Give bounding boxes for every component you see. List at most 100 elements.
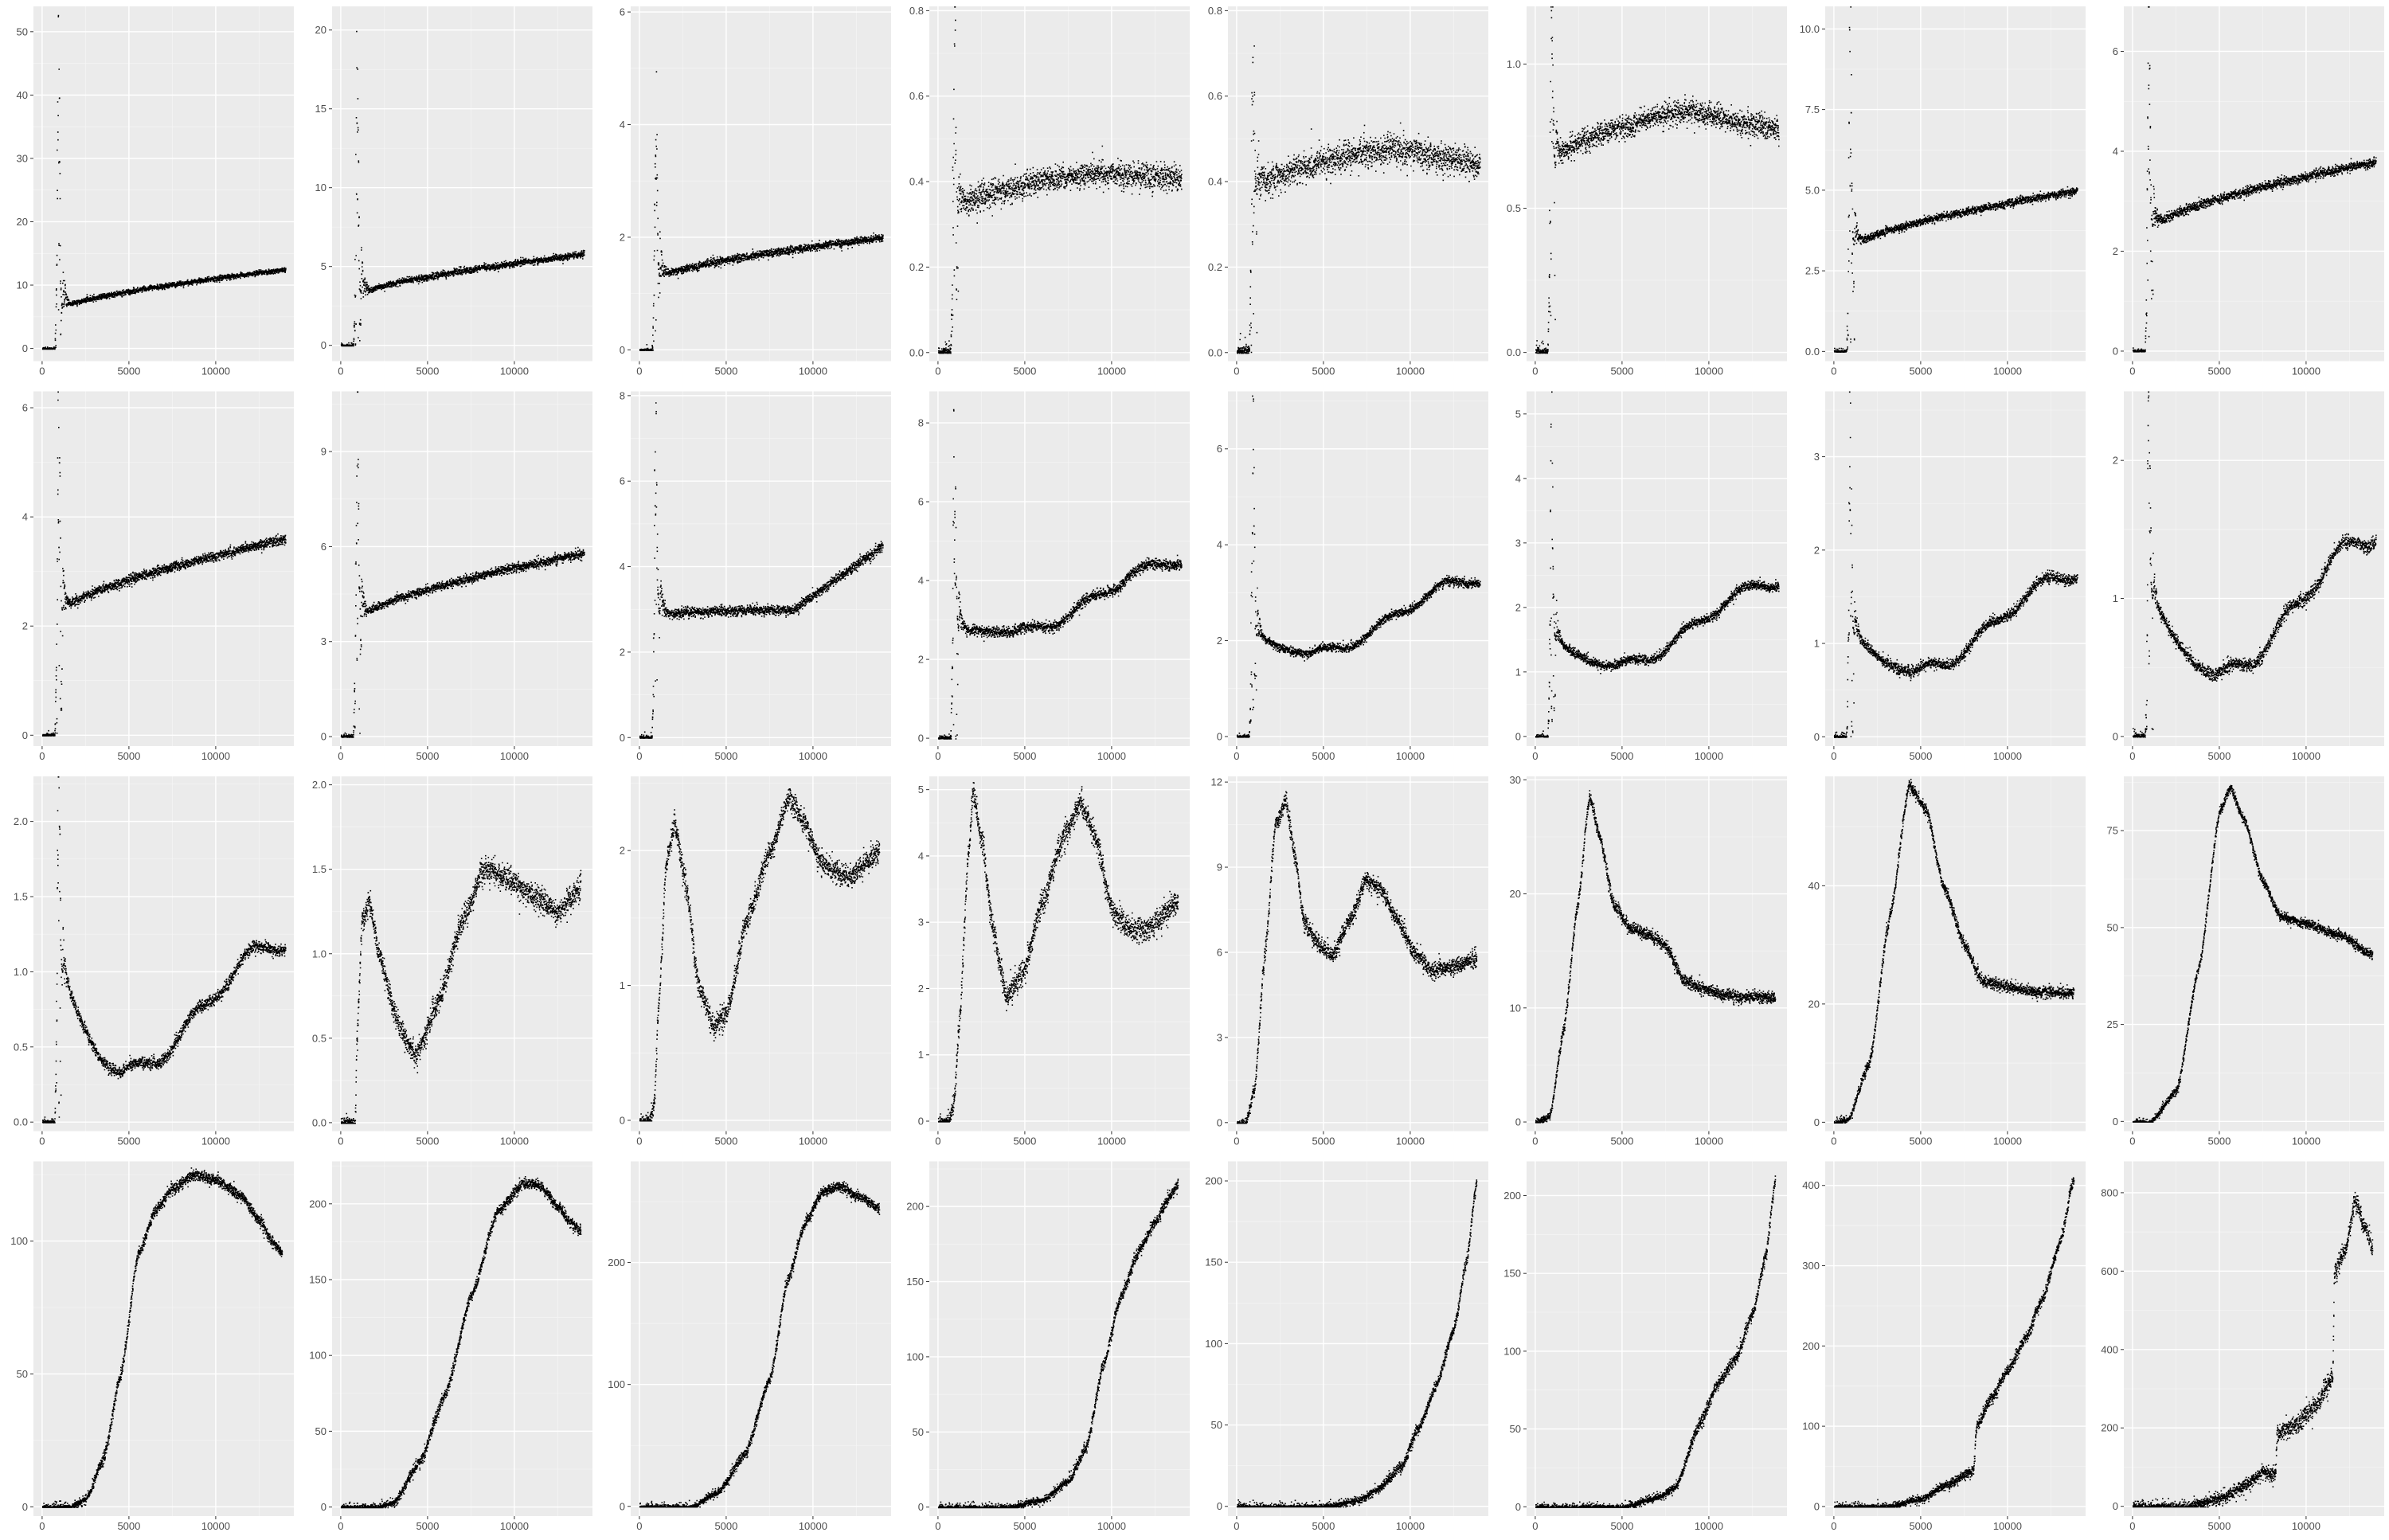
x-tick-label: 5000 — [1312, 1520, 1335, 1532]
x-tick-label: 5000 — [416, 365, 439, 377]
data-points — [1236, 395, 1481, 738]
plot-background — [1527, 1161, 1787, 1516]
y-tick-label: 100 — [1205, 1338, 1222, 1350]
x-tick-label: 10000 — [799, 750, 827, 762]
plot-background — [1228, 391, 1488, 746]
x-tick-label: 0 — [338, 750, 343, 762]
y-tick-label: 0 — [2113, 345, 2118, 357]
x-tick-label: 0 — [2129, 1135, 2135, 1147]
y-tick-label: 0 — [918, 1501, 924, 1513]
plot-background — [1825, 1161, 2086, 1516]
y-tick-label: 3 — [918, 917, 924, 928]
y-tick-label: 0.5 — [14, 1041, 28, 1053]
y-tick-label: 0.0 — [14, 1116, 28, 1128]
y-tick-label: 6 — [22, 402, 28, 414]
x-tick-label: 10000 — [500, 365, 529, 377]
x-tick-label: 0 — [1831, 365, 1836, 377]
x-tick-label: 0 — [1234, 1520, 1239, 1532]
x-tick-label: 5000 — [117, 1520, 140, 1532]
y-tick-label: 15 — [315, 103, 326, 115]
plot-background — [1228, 1161, 1488, 1516]
x-tick-label: 10000 — [1396, 750, 1425, 762]
y-tick-label: 0 — [918, 733, 924, 745]
plot-background — [1825, 6, 2086, 362]
y-tick-label: 4 — [918, 575, 924, 587]
x-tick-label: 5000 — [416, 1520, 439, 1532]
plot-background — [929, 1161, 1190, 1516]
plot-background — [33, 6, 294, 362]
y-tick-label: 0 — [2113, 1116, 2118, 1128]
chart-panel: 0 20 40 0 5000 10000 — [1808, 776, 2086, 1147]
y-tick-label: 5.0 — [1805, 184, 1820, 196]
y-tick-label: 6 — [321, 541, 326, 553]
plot-background — [332, 391, 592, 746]
x-tick-label: 0 — [2129, 365, 2135, 377]
y-tick-label: 400 — [2101, 1343, 2118, 1355]
chart-panel: 0 1 2 3 4 5 0 5000 10000 — [918, 776, 1190, 1147]
y-tick-label: 4 — [620, 119, 625, 131]
y-tick-label: 10 — [1510, 1002, 1521, 1014]
y-tick-label: 0.4 — [1208, 176, 1222, 188]
y-tick-label: 2 — [620, 646, 625, 658]
x-tick-label: 10000 — [2292, 365, 2321, 377]
x-tick-label: 0 — [636, 365, 642, 377]
x-tick-label: 5000 — [2207, 1135, 2231, 1147]
x-tick-label: 5000 — [1610, 750, 1633, 762]
chart-panel: 0 5 10 15 20 0 5000 10000 — [315, 6, 592, 377]
data-points — [1236, 1179, 1478, 1508]
x-tick-label: 10000 — [1097, 1135, 1126, 1147]
x-tick-label: 5000 — [1013, 365, 1036, 377]
x-tick-label: 0 — [338, 1135, 343, 1147]
plot-background — [2124, 391, 2384, 746]
chart-panel: 0 100 200 300 400 0 5000 10000 — [1802, 1161, 2086, 1532]
chart-panel: 0 50 100 0 5000 10000 — [10, 1161, 294, 1532]
y-tick-label: 0 — [22, 1501, 28, 1513]
plot-background — [33, 1161, 294, 1516]
y-tick-label: 40 — [1808, 880, 1820, 892]
data-points — [2132, 391, 2377, 738]
chart-panel: 0 2 4 6 0 5000 10000 — [2113, 6, 2384, 377]
chart-panel: 0 1 2 3 0 5000 10000 — [1814, 391, 2086, 762]
chart-panel: 0 50 100 150 200 0 5000 10000 — [309, 1161, 592, 1532]
x-tick-label: 0 — [1234, 750, 1239, 762]
x-tick-label: 0 — [1831, 750, 1836, 762]
y-tick-label: 0 — [321, 731, 326, 743]
x-tick-label: 5000 — [714, 1520, 737, 1532]
x-tick-label: 0 — [1234, 365, 1239, 377]
y-tick-label: 150 — [906, 1276, 924, 1288]
y-tick-label: 10.0 — [1800, 23, 1820, 35]
x-tick-label: 10000 — [1097, 750, 1126, 762]
y-tick-label: 50 — [2107, 921, 2118, 933]
plot-background — [1228, 776, 1488, 1132]
y-tick-label: 30 — [1510, 774, 1521, 786]
chart-panel: 0 10 20 30 40 50 0 5000 10000 — [17, 6, 294, 377]
x-tick-label: 0 — [1532, 1135, 1538, 1147]
y-tick-label: 0.0 — [312, 1116, 326, 1128]
x-tick-label: 5000 — [1909, 1135, 1932, 1147]
x-tick-label: 10000 — [500, 1520, 529, 1532]
y-tick-label: 1.0 — [1507, 58, 1521, 70]
y-tick-label: 0 — [1515, 730, 1521, 742]
y-tick-label: 300 — [1802, 1260, 1820, 1272]
y-tick-label: 2 — [918, 983, 924, 995]
y-tick-label: 150 — [1503, 1268, 1521, 1280]
y-tick-label: 4 — [2113, 145, 2118, 157]
y-tick-label: 2 — [620, 845, 625, 857]
y-tick-label: 1.5 — [312, 863, 326, 875]
y-tick-label: 0.8 — [1208, 5, 1222, 17]
y-tick-label: 4 — [22, 511, 28, 523]
x-tick-label: 0 — [39, 365, 45, 377]
y-tick-label: 100 — [309, 1350, 326, 1362]
y-tick-label: 200 — [1802, 1340, 1820, 1352]
y-tick-label: 0.0 — [1507, 346, 1521, 358]
plot-background — [1527, 391, 1787, 746]
chart-panel: 0 3 6 9 12 0 5000 10000 — [1211, 776, 1488, 1147]
x-tick-label: 0 — [935, 1520, 940, 1532]
plot-background — [631, 1161, 891, 1516]
y-tick-label: 100 — [1503, 1345, 1521, 1357]
plot-background — [1228, 6, 1488, 362]
y-tick-label: 40 — [17, 89, 28, 101]
y-tick-label: 9 — [1217, 862, 1222, 874]
data-points — [2132, 784, 2374, 1123]
y-tick-label: 0.6 — [909, 90, 924, 102]
